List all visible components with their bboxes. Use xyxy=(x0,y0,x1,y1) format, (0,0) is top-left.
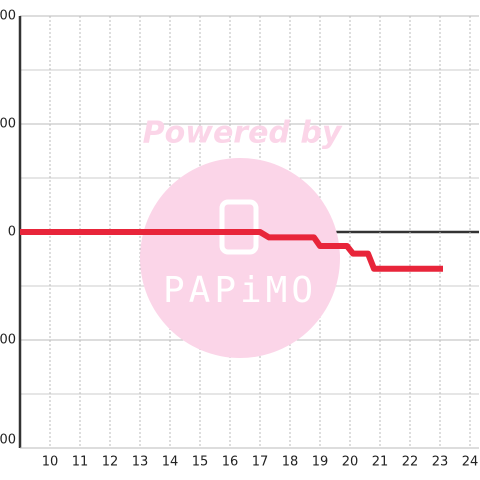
watermark-icon xyxy=(219,199,259,255)
x-tick-label: 16 xyxy=(222,455,239,470)
y-tick-label: -2,000 xyxy=(0,333,16,348)
x-tick-label: 23 xyxy=(432,455,449,470)
y-tick-label: 2,000 xyxy=(0,9,16,24)
x-tick-label: 11 xyxy=(72,455,89,470)
x-tick-label: 20 xyxy=(342,455,359,470)
x-tick-label: 13 xyxy=(132,455,149,470)
x-tick-label: 18 xyxy=(282,455,299,470)
data-line xyxy=(20,229,443,272)
x-tick-label: 22 xyxy=(402,455,419,470)
x-tick-label: 24 xyxy=(462,455,479,470)
y-tick-label: 0 xyxy=(8,225,16,240)
x-tick-label: 14 xyxy=(162,455,179,470)
x-tick-label: 15 xyxy=(192,455,209,470)
x-tick-label: 12 xyxy=(102,455,119,470)
watermark-logo: PAPiMO xyxy=(163,270,317,311)
y-tick-label: -2,000 xyxy=(0,433,16,448)
y-tick-label: 1,000 xyxy=(0,117,16,132)
watermark-title: Powered by xyxy=(143,116,343,151)
x-tick-label: 17 xyxy=(252,455,269,470)
watermark-circle xyxy=(140,158,340,358)
x-tick-label: 19 xyxy=(312,455,329,470)
x-tick-label: 10 xyxy=(42,455,59,470)
x-tick-label: 21 xyxy=(372,455,389,470)
watermark: Powered by PAPiMO xyxy=(140,116,343,358)
